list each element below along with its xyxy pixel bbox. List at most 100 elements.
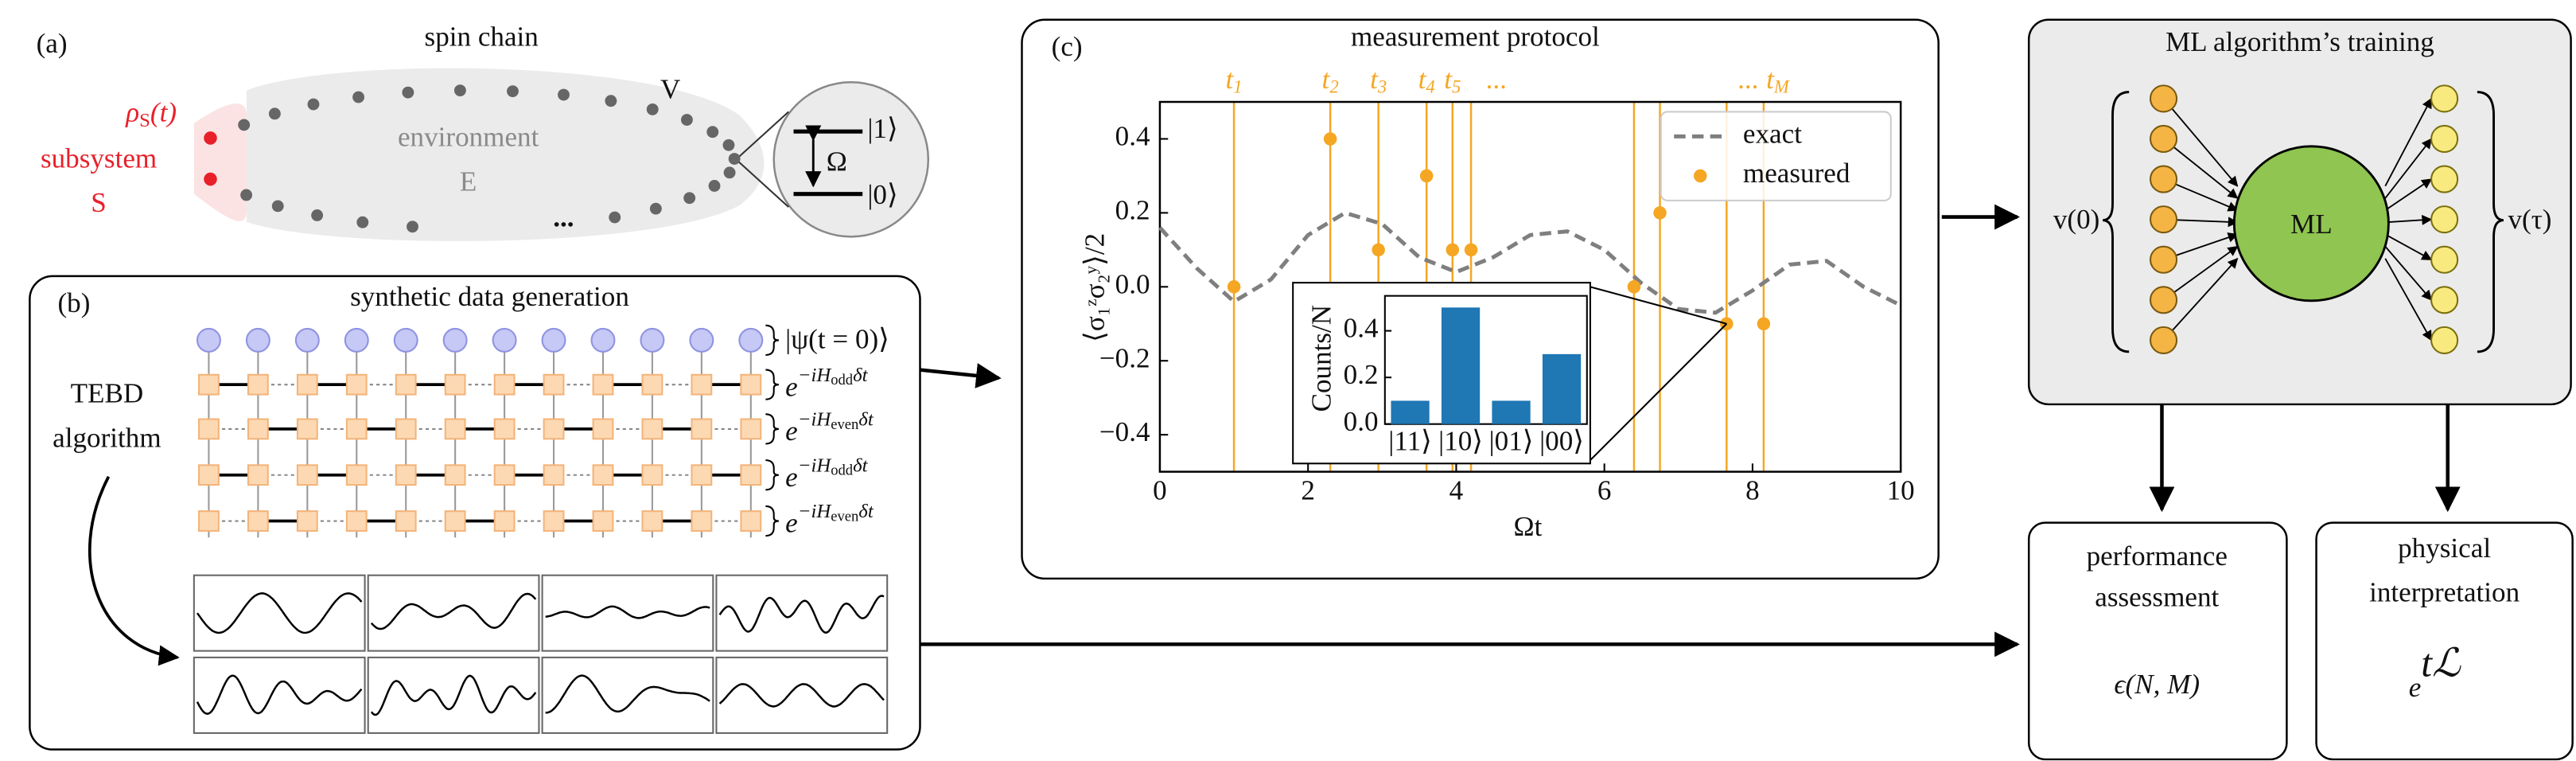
state-site: [344, 327, 369, 353]
gate: [296, 464, 318, 486]
output-neuron: [2430, 165, 2459, 193]
sample-trajectory: [718, 683, 885, 708]
state-site: [541, 327, 566, 353]
error-formula: ϵ(N, M): [2114, 669, 2200, 700]
gate: [198, 373, 220, 396]
measured-point: [1372, 243, 1385, 257]
edge: [2162, 138, 2239, 199]
y-tick-label: 0.4: [1115, 121, 1150, 152]
gate-tail: δt: [853, 455, 869, 476]
rho: ρ: [125, 97, 139, 128]
spin: [680, 114, 693, 126]
brace: [765, 505, 779, 537]
spin: [723, 166, 736, 179]
gate: [592, 418, 614, 440]
exact-curve: [1158, 210, 1902, 315]
edge: [2162, 257, 2239, 341]
spin: [271, 200, 284, 213]
gate: [296, 418, 318, 440]
gate: [641, 464, 663, 486]
x-tick-label: 6: [1597, 475, 1612, 506]
spin: [453, 84, 466, 97]
brace: [2477, 91, 2504, 353]
sample-trajectory: [370, 674, 537, 716]
gate: [543, 373, 565, 396]
time-label: t5: [1444, 64, 1461, 96]
gate: [641, 510, 663, 532]
y-tick-label: −0.4: [1099, 416, 1150, 447]
legend-box: [1660, 111, 1892, 201]
level-0: |0⟩: [867, 179, 897, 210]
state-site: [393, 327, 418, 353]
inset-x-tick-label: |00⟩: [1539, 426, 1584, 457]
gate: [592, 510, 614, 532]
ellipsis: ...: [553, 202, 574, 233]
y-axis-label: ⟨σ₁ᶻσ₂ʸ⟩/2: [1080, 233, 1111, 342]
inset-x-tick-label: |01⟩: [1489, 426, 1534, 457]
magnifier: [772, 81, 930, 238]
frequency: Ω: [827, 146, 847, 178]
gate: [345, 464, 368, 486]
gate-tail: δt: [858, 501, 874, 522]
spin: [507, 85, 519, 98]
subsystem-spin: [204, 131, 217, 145]
algorithm-name: TEBD: [71, 378, 144, 409]
gate: [198, 418, 220, 440]
spin: [605, 95, 617, 107]
gate: [543, 510, 565, 532]
y-tick-label: −0.2: [1099, 342, 1150, 373]
subsystem-spin: [204, 172, 217, 186]
brace: [765, 459, 779, 491]
inset-y-tick-label: 0.2: [1344, 359, 1379, 390]
panel-label: (c): [1052, 31, 1083, 62]
edge: [2384, 97, 2432, 187]
gate-base: e: [785, 416, 798, 447]
edge: [2162, 98, 2239, 187]
input-neuron: [2149, 84, 2178, 113]
gate: [247, 418, 269, 440]
gate: [247, 373, 269, 396]
gate: [198, 510, 220, 532]
time-text: t: [1322, 64, 1331, 95]
gate-sub: odd: [831, 462, 854, 479]
gate-exp: −iH: [798, 408, 832, 430]
measured-point: [1464, 243, 1478, 257]
spin: [609, 211, 621, 224]
inset-bar: [1441, 307, 1481, 424]
gate: [247, 464, 269, 486]
gate: [444, 464, 466, 486]
gate: [592, 464, 614, 486]
box-line: performance: [2087, 541, 2228, 572]
chart-title: measurement protocol: [1351, 21, 1600, 53]
state-site: [294, 327, 320, 353]
spin: [722, 139, 735, 151]
gate: [198, 464, 220, 486]
spin: [352, 91, 365, 103]
gate-base: e: [785, 462, 798, 493]
legend-swatch: [1694, 169, 1707, 183]
measured-point: [1627, 280, 1641, 294]
initial-state: |ψ(t = 0)⟩: [785, 324, 889, 355]
inset-bar: [1542, 353, 1582, 424]
legend-label: exact: [1743, 118, 1802, 149]
gate: [740, 510, 762, 532]
gate-exp: −iH: [798, 365, 832, 386]
level-1: |1⟩: [867, 113, 897, 144]
box-line: interpretation: [2369, 577, 2520, 608]
legend-label: measured: [1743, 158, 1850, 189]
exp-power: tℒ: [2421, 642, 2461, 685]
environment-symbol: E: [460, 166, 477, 197]
spin: [356, 216, 369, 228]
gate: [543, 418, 565, 440]
inset-y-label: Counts/N: [1306, 305, 1337, 412]
gate-label: e−iHevenδt: [785, 501, 874, 539]
gate: [691, 418, 713, 440]
output-label: v(τ): [2508, 204, 2551, 235]
spin: [407, 220, 418, 233]
trajectory-box: [367, 574, 540, 652]
time-sub: 5: [1452, 77, 1461, 97]
state-site: [689, 327, 714, 353]
x-tick-label: 8: [1745, 475, 1760, 506]
spin: [307, 98, 320, 111]
